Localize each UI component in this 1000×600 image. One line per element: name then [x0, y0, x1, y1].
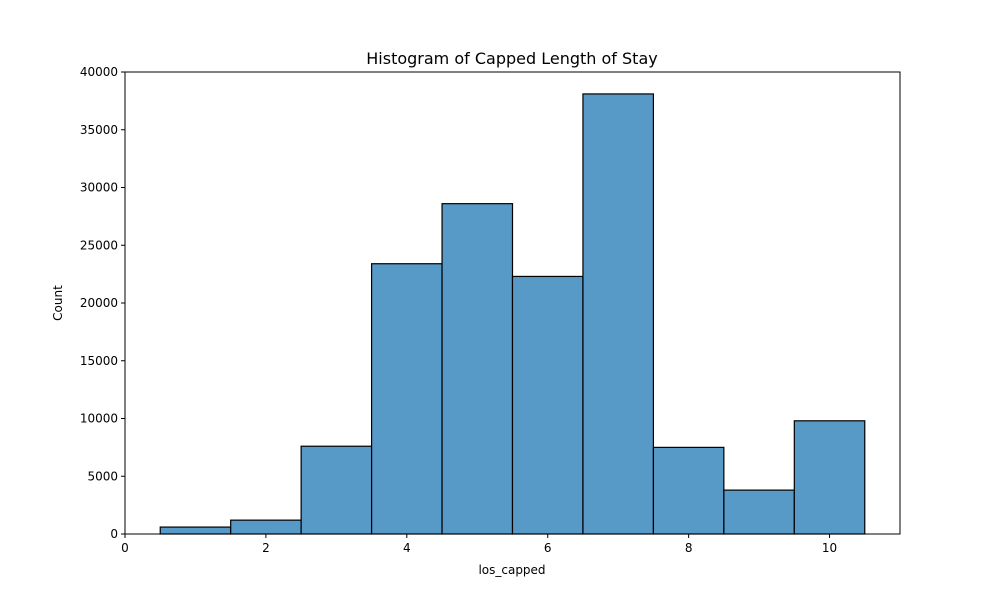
y-tick-label: 35000 — [80, 123, 118, 137]
x-tick-label: 0 — [121, 541, 129, 555]
histogram-bar-7 — [652, 446, 725, 535]
histogram-bar-0 — [159, 526, 232, 535]
histogram-bar-4 — [441, 203, 514, 535]
y-axis-ticks: 0 5000 10000 15000 20000 25000 30000 35000 40000 — [80, 65, 125, 541]
y-tick-label: 25000 — [80, 238, 118, 252]
histogram-bar-9 — [793, 420, 866, 535]
x-tick-label: 4 — [403, 541, 411, 555]
bars-group — [159, 93, 866, 535]
x-tick-label: 10 — [822, 541, 837, 555]
y-tick-label: 20000 — [80, 296, 118, 310]
y-axis-label: Count — [51, 285, 65, 321]
histogram-bar-2 — [300, 445, 373, 535]
chart-title: Histogram of Capped Length of Stay — [366, 49, 657, 68]
x-tick-label: 2 — [262, 541, 270, 555]
y-tick-label: 5000 — [87, 469, 118, 483]
histogram-bar-6 — [582, 93, 655, 535]
y-tick-label: 10000 — [80, 412, 118, 426]
x-axis-ticks: 0 2 4 6 8 10 — [121, 534, 837, 555]
histogram-bar-8 — [723, 489, 795, 535]
x-tick-label: 8 — [685, 541, 693, 555]
histogram-bar-5 — [511, 275, 584, 535]
x-tick-label: 6 — [544, 541, 552, 555]
y-tick-label: 15000 — [80, 354, 118, 368]
y-tick-label: 0 — [110, 527, 118, 541]
y-tick-label: 40000 — [80, 65, 118, 79]
histogram-bar-3 — [370, 263, 443, 535]
y-tick-label: 30000 — [80, 181, 118, 195]
histogram-bar-1 — [230, 519, 302, 535]
x-axis-label: los_capped — [478, 563, 545, 577]
